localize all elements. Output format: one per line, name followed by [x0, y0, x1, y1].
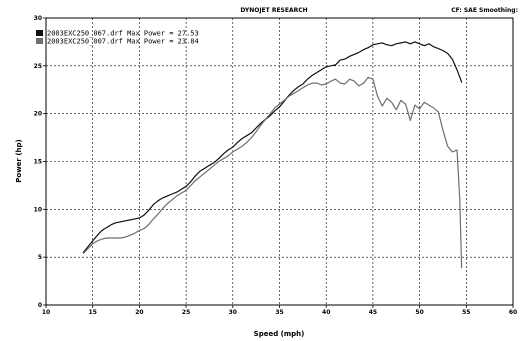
series-line-2 [82, 76, 463, 269]
y-axis-label: Power (hp) [15, 139, 23, 182]
x-tick-label: 15 [89, 309, 97, 316]
x-tick-label: 10 [42, 309, 50, 316]
x-tick-label: 45 [369, 309, 377, 316]
y-tick-label: 30 [34, 15, 42, 22]
x-tick-label: 40 [322, 309, 330, 316]
axis-ticks: 10 15 20 25 30 35 40 45 50 55 60 0 5 10 15 20 25 30 [34, 15, 518, 316]
chart-header-info: CF: SAE Smoothing: [451, 7, 518, 14]
y-tick-label: 25 [34, 63, 42, 70]
series-lines [82, 41, 463, 269]
x-axis-label: Speed (mph) [254, 330, 305, 338]
legend-swatch-series-1 [36, 30, 43, 36]
x-tick-label: 55 [462, 309, 470, 316]
legend-label-series-2: 2003EXC250_007.drf Max Power = 23.84 [47, 38, 199, 46]
x-tick-label: 30 [229, 309, 237, 316]
legend-swatch-series-2 [36, 38, 43, 44]
legend-label-series-1: 2003EXC250_067.drf Max Power = 27.53 [47, 30, 199, 38]
plot-frame [45, 17, 514, 306]
y-tick-label: 0 [38, 302, 42, 309]
chart-legend: 2003EXC250_067.drf Max Power = 27.53 200… [36, 30, 199, 46]
chart-header-title: DYNOJET RESEARCH [240, 7, 307, 14]
series-line-1 [82, 41, 463, 253]
x-tick-label: 50 [415, 309, 423, 316]
grid-lines [46, 18, 513, 305]
x-tick-label: 35 [275, 309, 283, 316]
y-tick-label: 5 [38, 254, 42, 261]
y-tick-label: 20 [34, 111, 42, 118]
x-tick-label: 20 [135, 309, 143, 316]
x-tick-label: 60 [509, 309, 517, 316]
y-tick-label: 10 [34, 206, 42, 213]
y-tick-label: 15 [34, 159, 42, 166]
x-tick-label: 25 [182, 309, 190, 316]
